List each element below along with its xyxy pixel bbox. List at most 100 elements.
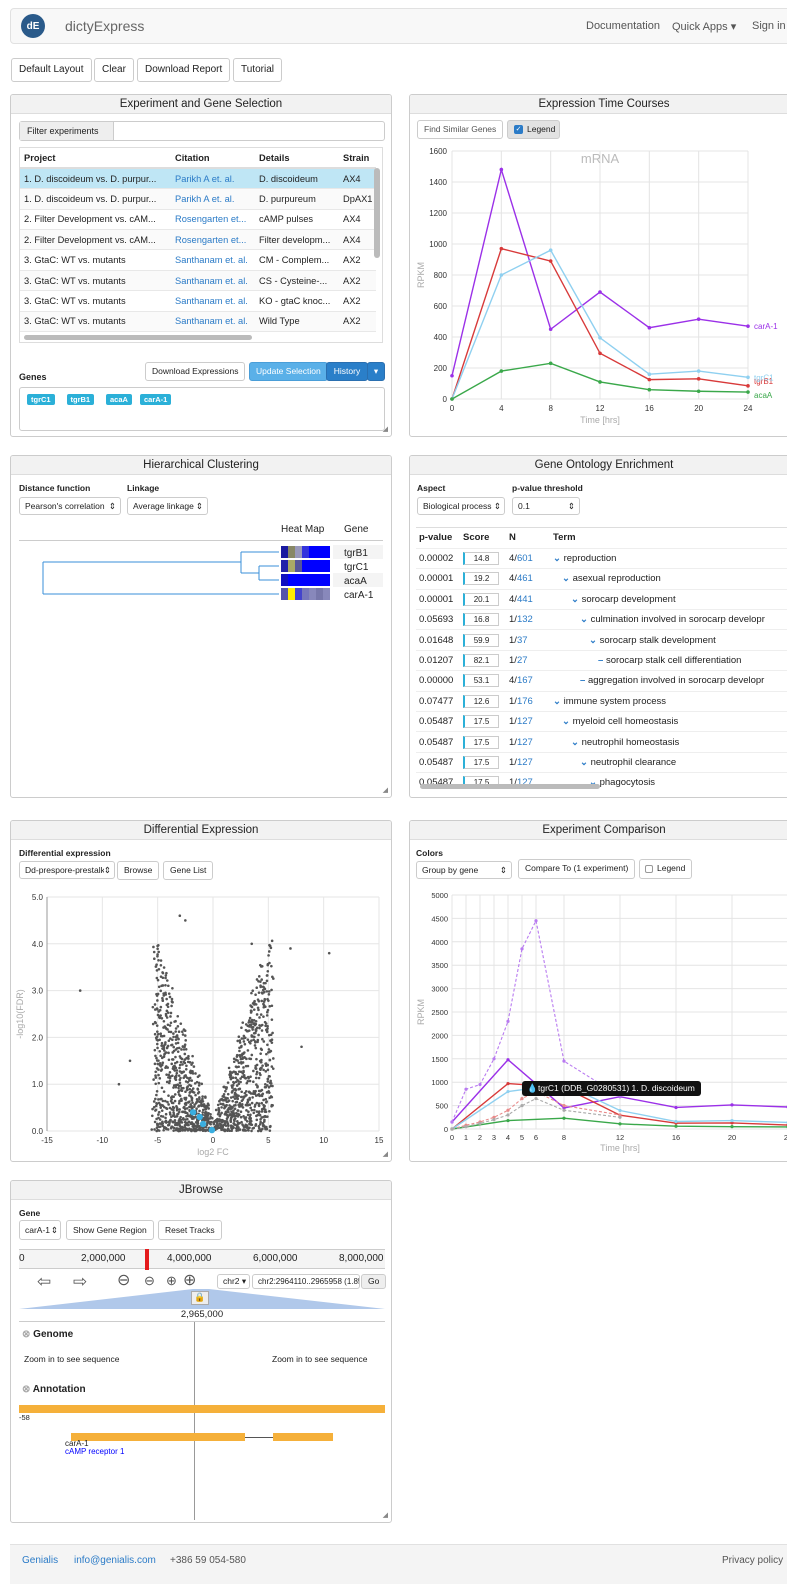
- horizontal-scrollbar[interactable]: [24, 335, 252, 340]
- pan-right-icon[interactable]: ⇨: [73, 1272, 88, 1291]
- go-term-row[interactable]: 0.00000 53.1 4/167– aggregation involved i…: [416, 670, 787, 692]
- chevron-down-icon[interactable]: ⌄: [580, 756, 591, 768]
- zoom-out-large-icon[interactable]: ⊖: [117, 1272, 131, 1289]
- chevron-down-icon[interactable]: ⌄: [589, 777, 600, 789]
- clear-button[interactable]: Clear: [94, 58, 134, 82]
- column-header-citation[interactable]: Citation: [171, 148, 255, 170]
- exon-2[interactable]: [273, 1433, 333, 1441]
- default-layout-button[interactable]: Default Layout: [11, 58, 92, 82]
- table-row[interactable]: 3. GtaC: WT vs. mutants Santhanam et. al.…: [20, 311, 376, 333]
- track-area[interactable]: ⊗ Genome Zoom in to see sequence Zoom in…: [19, 1321, 385, 1520]
- term-cell[interactable]: ⌄ neutrophil homeostasis: [550, 731, 787, 753]
- citation-cell[interactable]: Santhanam et. al.: [171, 270, 255, 292]
- download-report-button[interactable]: Download Report: [137, 58, 231, 82]
- n-total-link[interactable]: 167: [516, 675, 533, 687]
- column-header-n[interactable]: N: [506, 528, 550, 549]
- resize-handle[interactable]: ◢: [382, 787, 388, 794]
- table-row[interactable]: 1. D. discoideum vs. D. purpur... Parikh …: [20, 168, 376, 190]
- history-button[interactable]: History: [326, 362, 368, 381]
- n-total-link[interactable]: 441: [516, 593, 533, 605]
- chevron-down-icon[interactable]: ⌄: [562, 573, 573, 585]
- go-term-row[interactable]: 0.00002 14.8 4/601 ⌄ reproduction: [416, 548, 787, 570]
- term-cell[interactable]: ⌄ immune system process: [550, 691, 787, 713]
- n-total-link[interactable]: 601: [516, 553, 533, 565]
- update-selection-button[interactable]: Update Selection: [249, 362, 328, 381]
- exon-1[interactable]: [71, 1433, 245, 1441]
- legend-toggle[interactable]: ✓ Legend: [507, 120, 560, 139]
- go-term-row[interactable]: 0.01207 82.1 1/27– sorocarp stalk cell dif…: [416, 650, 787, 672]
- horizontal-scrollbar[interactable]: [420, 784, 600, 789]
- n-total-link[interactable]: 176: [516, 695, 533, 707]
- term-cell[interactable]: – sorocarp stalk cell differentiation: [550, 650, 787, 672]
- citation-cell[interactable]: Parikh A et. al.: [171, 188, 255, 210]
- column-header-project[interactable]: Project: [20, 148, 171, 170]
- gene-tag[interactable]: tgrB1: [66, 394, 95, 405]
- go-term-row[interactable]: 0.05487 17.5 1/127 ⌄ myeloid cell homeostas…: [416, 711, 787, 733]
- chevron-down-icon[interactable]: ⌄: [589, 634, 600, 646]
- n-total-link[interactable]: 127: [516, 756, 533, 768]
- nav-quick-apps[interactable]: Quick Apps ▾: [672, 21, 737, 33]
- go-term-row[interactable]: 0.00001 20.1 4/441 ⌄ sorocarp development: [416, 589, 787, 611]
- chevron-down-icon[interactable]: ⌄: [571, 736, 582, 748]
- resize-handle[interactable]: ◢: [382, 1151, 388, 1158]
- leaf-dash-icon[interactable]: –: [598, 655, 606, 667]
- tutorial-button[interactable]: Tutorial: [233, 58, 282, 82]
- table-row[interactable]: 2. Filter Development vs. cAM... Rosengar…: [20, 229, 376, 251]
- term-cell[interactable]: ⌄ culmination involved in sorocarp devel…: [550, 609, 787, 631]
- n-total-link[interactable]: 27: [516, 655, 528, 667]
- leaf-dash-icon[interactable]: –: [580, 675, 588, 687]
- zoom-in-icon[interactable]: ⊕: [166, 1273, 177, 1288]
- chevron-down-icon[interactable]: ⌄: [571, 593, 582, 605]
- app-brand[interactable]: dictyExpress: [65, 18, 145, 34]
- term-cell[interactable]: ⌄ asexual reproduction: [550, 568, 787, 590]
- feature-bar[interactable]: [19, 1405, 385, 1413]
- browse-button[interactable]: Browse: [117, 861, 160, 880]
- vertical-scrollbar[interactable]: [374, 168, 380, 258]
- citation-cell[interactable]: Santhanam et. al.: [171, 311, 255, 333]
- chevron-down-icon[interactable]: ⌄: [553, 553, 564, 565]
- go-term-row[interactable]: 0.05693 16.8 1/132 ⌄ culmination involved i…: [416, 609, 787, 631]
- gene-select[interactable]: carA-1 ⇕: [19, 1220, 61, 1240]
- comparison-select[interactable]: Dd-prespore-prestalk ⇕: [19, 861, 115, 879]
- n-total-link[interactable]: 132: [516, 614, 533, 626]
- genome-track-label[interactable]: ⊗ Genome: [22, 1329, 74, 1340]
- footer-genialis-link[interactable]: Genialis: [22, 1555, 59, 1566]
- chevron-down-icon[interactable]: ⌄: [580, 614, 591, 626]
- table-row[interactable]: 1. D. discoideum vs. D. purpur... Parikh …: [20, 188, 376, 210]
- go-term-row[interactable]: 0.05487 17.5 1/127 ⌄ neutrophil homeostasis: [416, 731, 787, 753]
- distance-function-select[interactable]: Pearson's correlation ⇕: [19, 497, 121, 515]
- n-total-link[interactable]: 127: [516, 777, 533, 789]
- go-term-row[interactable]: 0.01648 59.9 1/37 ⌄ sorocarp stalk developm…: [416, 629, 787, 651]
- go-term-row[interactable]: 0.05487 17.5 1/127 ⌄ neutrophil clearance: [416, 752, 787, 774]
- locus-input[interactable]: chr2:2964110..2965958 (1.85: [252, 1274, 360, 1289]
- go-term-row[interactable]: 0.07477 12.6 1/176 ⌄ immune system process: [416, 691, 787, 713]
- pan-left-icon[interactable]: ⇦: [37, 1272, 52, 1291]
- term-cell[interactable]: ⌄ reproduction: [550, 548, 787, 570]
- resize-handle[interactable]: ◢: [382, 426, 388, 433]
- table-row[interactable]: 3. GtaC: WT vs. mutants Santhanam et. al.…: [20, 249, 376, 271]
- chevron-down-icon[interactable]: ⌄: [562, 716, 573, 728]
- citation-cell[interactable]: Rosengarten et...: [171, 209, 255, 231]
- group-by-select[interactable]: Group by gene ⇕: [416, 861, 512, 879]
- lock-icon[interactable]: 🔒: [191, 1291, 209, 1305]
- filter-experiments-input[interactable]: Filter experiments: [19, 121, 385, 141]
- gene-tag[interactable]: tgrC1: [27, 394, 55, 405]
- chevron-down-icon[interactable]: ⌄: [553, 695, 564, 707]
- term-cell[interactable]: ⌄ sorocarp development: [550, 589, 787, 611]
- n-total-link[interactable]: 461: [516, 573, 533, 585]
- footer-privacy-link[interactable]: Privacy policy: [722, 1555, 784, 1566]
- n-total-link[interactable]: 127: [516, 736, 533, 748]
- go-term-row[interactable]: 0.00001 19.2 4/461 ⌄ asexual reproduction: [416, 568, 787, 590]
- pvalue-threshold-select[interactable]: 0.1 ⇕: [512, 497, 580, 515]
- term-cell[interactable]: ⌄ myeloid cell homeostasis: [550, 711, 787, 733]
- history-dropdown-caret[interactable]: ▾: [367, 362, 385, 381]
- table-row[interactable]: 3. GtaC: WT vs. mutants Santhanam et. al.…: [20, 290, 376, 312]
- nav-documentation[interactable]: Documentation: [586, 20, 660, 32]
- annotation-track-label[interactable]: ⊗ Annotation: [22, 1384, 86, 1395]
- footer-email-link[interactable]: info@genialis.com: [74, 1555, 156, 1566]
- citation-cell[interactable]: Santhanam et. al.: [171, 249, 255, 271]
- gene-tag[interactable]: acaA: [106, 394, 132, 405]
- gene-list-button[interactable]: Gene List: [163, 861, 213, 880]
- citation-cell[interactable]: Parikh A et. al.: [171, 168, 255, 190]
- chromosome-select[interactable]: chr2 ▾: [217, 1274, 250, 1289]
